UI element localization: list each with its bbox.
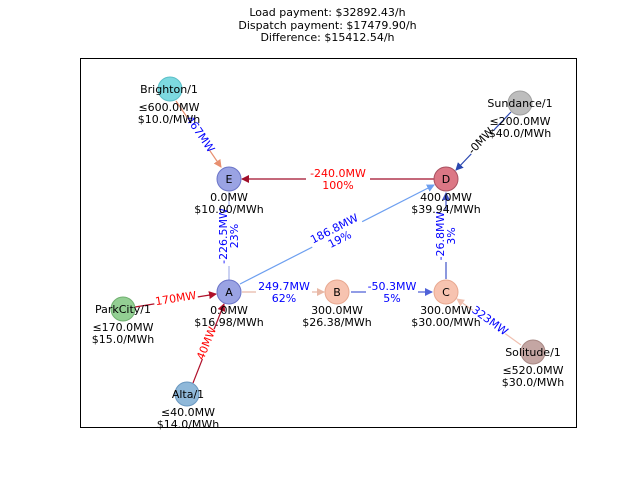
- label-b-c: -50.3MW 5%: [366, 279, 418, 305]
- load-payment-text: Load payment: $32892.43/h: [249, 6, 406, 19]
- gen-brighton-price: $10.0/MWh: [138, 113, 201, 126]
- bus-d-price: $39.94/MWh: [411, 203, 481, 216]
- gen-alta-cap: ≤40.0MW: [161, 406, 215, 419]
- gen-solitude-cap: ≤520.0MW: [502, 364, 563, 377]
- gen-solitude-label: Solitude/1: [505, 346, 561, 359]
- label-d-e: -240.0MW 100%: [306, 166, 370, 192]
- label-a-b: 249.7MW 62%: [256, 279, 312, 305]
- bus-b-label: B: [333, 286, 341, 299]
- gen-alta-label: Alta/1: [172, 388, 204, 401]
- payment-summary: Load payment: $32892.43/h Dispatch payme…: [0, 6, 640, 45]
- gen-parkcity-cap: ≤170.0MW: [92, 321, 153, 334]
- pct-e-a: 23%: [228, 224, 241, 248]
- label-c-d: -26.8MW 3%: [434, 210, 458, 262]
- bus-a-price: $16.98/MWh: [194, 316, 264, 329]
- bus-d: D 400.0MW $39.94/MWh: [411, 166, 481, 216]
- gen-brighton-cap: ≤600.0MW: [138, 101, 199, 114]
- flow-c-d: -26.8MW: [434, 211, 447, 260]
- bus-b-mw: 300.0MW: [311, 304, 363, 317]
- flow-a-b: 249.7MW: [258, 280, 310, 293]
- flow-b-c: -50.3MW: [368, 280, 417, 293]
- bus-c-price: $30.00/MWh: [411, 316, 481, 329]
- bus-a-label: A: [225, 286, 233, 299]
- difference-text: Difference: $15412.54/h: [260, 31, 395, 44]
- bus-c-mw: 300.0MW: [420, 304, 472, 317]
- pct-c-d: 3%: [445, 227, 458, 244]
- bus-a-mw: 0.0MW: [210, 304, 248, 317]
- gen-sundance-price: $40.0/MWh: [489, 127, 552, 140]
- pct-d-e: 100%: [322, 179, 353, 192]
- flow-d-e: -240.0MW: [310, 167, 366, 180]
- bus-c-label: C: [442, 286, 450, 299]
- pct-b-c: 5%: [383, 292, 400, 305]
- bus-e-mw: 0.0MW: [210, 191, 248, 204]
- gen-brighton-label: Brighton/1: [140, 83, 198, 96]
- bus-e: E 0.0MW $10.00/MWh: [194, 166, 264, 216]
- label-parkcity-a: 170MW: [152, 287, 199, 308]
- gen-parkcity: ParkCity/1 ≤170.0MW $15.0/MWh: [92, 296, 155, 346]
- gen-solitude-price: $30.0/MWh: [502, 376, 565, 389]
- plot-frame: [80, 58, 577, 428]
- label-a-d: 186.8MW 19%: [306, 209, 367, 257]
- pct-a-b: 62%: [272, 292, 296, 305]
- bus-b: B 300.0MW $26.38/MWh: [302, 279, 372, 329]
- gen-parkcity-label: ParkCity/1: [95, 303, 151, 316]
- bus-e-label: E: [226, 173, 233, 186]
- label-alta-a: 40MW: [193, 325, 219, 362]
- gen-sundance-label: Sundance/1: [487, 97, 552, 110]
- bus-e-price: $10.00/MWh: [194, 203, 264, 216]
- flow-e-a: -226.5MW: [217, 208, 230, 264]
- gen-parkcity-price: $15.0/MWh: [92, 333, 155, 346]
- flow-alta-a: 40MW: [194, 325, 219, 362]
- gen-solitude: Solitude/1 ≤520.0MW $30.0/MWh: [502, 339, 565, 389]
- gen-sundance: Sundance/1 ≤200.0MW $40.0/MWh: [487, 90, 553, 140]
- dispatch-payment-text: Dispatch payment: $17479.90/h: [238, 18, 417, 32]
- gen-alta: Alta/1 ≤40.0MW $14.0/MWh: [157, 381, 220, 431]
- label-e-a: -226.5MW 23%: [217, 206, 241, 266]
- bus-b-price: $26.38/MWh: [302, 316, 372, 329]
- bus-d-mw: 400.0MW: [420, 191, 472, 204]
- bus-c: C 300.0MW $30.00/MWh: [411, 279, 481, 329]
- gen-sundance-cap: ≤200.0MW: [489, 115, 550, 128]
- gen-alta-price: $14.0/MWh: [157, 418, 220, 431]
- bus-d-label: D: [442, 173, 450, 186]
- bus-a: A 0.0MW $16.98/MWh: [194, 279, 264, 329]
- flow-parkcity-a: 170MW: [154, 289, 197, 308]
- gen-brighton: Brighton/1 ≤600.0MW $10.0/MWh: [138, 76, 201, 126]
